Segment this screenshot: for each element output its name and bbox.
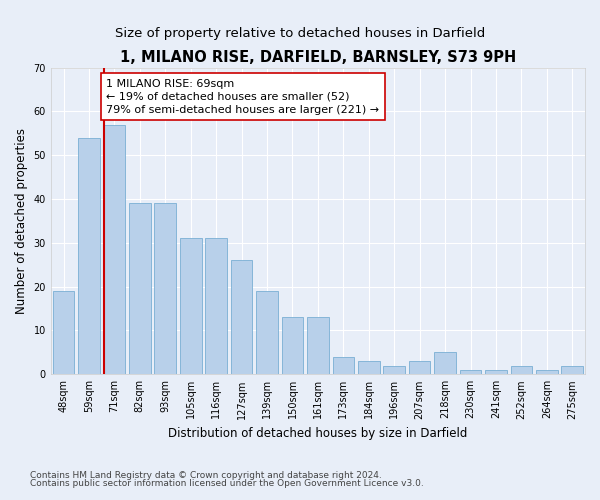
X-axis label: Distribution of detached houses by size in Darfield: Distribution of detached houses by size …	[168, 427, 467, 440]
Bar	[205, 238, 227, 374]
Text: Size of property relative to detached houses in Darfield: Size of property relative to detached ho…	[115, 28, 485, 40]
Bar	[281, 318, 303, 374]
Bar	[562, 366, 583, 374]
Bar	[409, 361, 430, 374]
Bar	[460, 370, 481, 374]
Bar	[485, 370, 507, 374]
Bar	[383, 366, 405, 374]
Text: Contains HM Land Registry data © Crown copyright and database right 2024.: Contains HM Land Registry data © Crown c…	[30, 471, 382, 480]
Bar	[154, 204, 176, 374]
Bar	[536, 370, 557, 374]
Bar	[104, 124, 125, 374]
Bar	[231, 260, 253, 374]
Bar	[332, 357, 354, 374]
Bar	[256, 291, 278, 374]
Title: 1, MILANO RISE, DARFIELD, BARNSLEY, S73 9PH: 1, MILANO RISE, DARFIELD, BARNSLEY, S73 …	[120, 50, 516, 65]
Y-axis label: Number of detached properties: Number of detached properties	[15, 128, 28, 314]
Bar	[180, 238, 202, 374]
Bar	[511, 366, 532, 374]
Bar	[307, 318, 329, 374]
Bar	[53, 291, 74, 374]
Bar	[78, 138, 100, 374]
Text: 1 MILANO RISE: 69sqm
← 19% of detached houses are smaller (52)
79% of semi-detac: 1 MILANO RISE: 69sqm ← 19% of detached h…	[106, 78, 379, 115]
Bar	[434, 352, 456, 374]
Bar	[129, 204, 151, 374]
Bar	[358, 361, 380, 374]
Text: Contains public sector information licensed under the Open Government Licence v3: Contains public sector information licen…	[30, 478, 424, 488]
